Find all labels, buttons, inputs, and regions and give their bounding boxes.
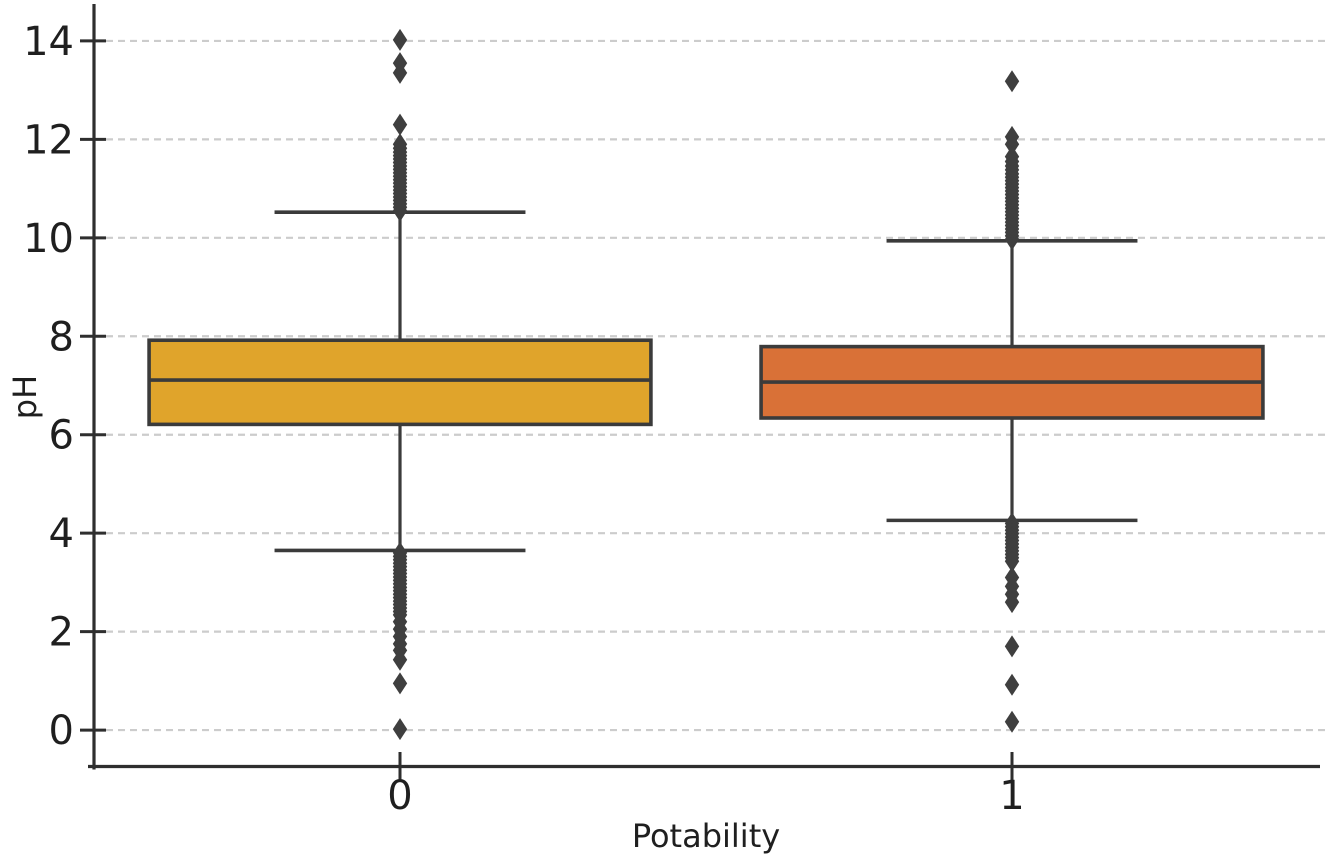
y-axis-title: pH xyxy=(6,375,44,419)
box-group-1 xyxy=(759,70,1265,733)
outlier-diamond xyxy=(392,718,408,741)
outlier-diamond xyxy=(1004,673,1020,696)
axes xyxy=(80,4,1320,780)
boxes xyxy=(147,28,1265,741)
y-tick-label-10: 10 xyxy=(23,216,74,262)
outlier-diamond xyxy=(1004,591,1020,614)
outlier-diamond xyxy=(1004,710,1020,733)
outlier-diamond xyxy=(1004,70,1020,93)
outlier-diamond xyxy=(1004,125,1020,148)
outlier-diamond xyxy=(1004,145,1020,168)
outlier-diamond xyxy=(392,648,408,671)
x-tick-label-1: 1 xyxy=(999,773,1024,819)
outlier-diamond xyxy=(392,52,408,75)
y-tick-label-8: 8 xyxy=(49,314,74,360)
outlier-diamond xyxy=(392,113,408,136)
y-tick-label-2: 2 xyxy=(49,610,74,656)
y-tick-label-0: 0 xyxy=(49,708,74,754)
y-tick-label-12: 12 xyxy=(23,117,74,163)
tick-labels: 0 2 4 6 8 10 12 14 0 1 xyxy=(23,19,1025,819)
outlier-diamond xyxy=(392,28,408,51)
y-tick-label-4: 4 xyxy=(49,511,74,557)
gridlines xyxy=(94,39,1327,732)
outlier-diamond xyxy=(392,133,408,156)
x-axis-title: Potability xyxy=(632,817,780,855)
outlier-diamond xyxy=(1004,550,1020,573)
box-group-0 xyxy=(147,28,653,741)
outlier-diamond xyxy=(1004,635,1020,658)
y-tick-label-14: 14 xyxy=(23,19,74,65)
box-rect xyxy=(147,338,653,427)
outlier-diamond xyxy=(392,672,408,695)
x-tick-label-0: 0 xyxy=(387,773,412,819)
y-tick-label-6: 6 xyxy=(49,413,74,459)
